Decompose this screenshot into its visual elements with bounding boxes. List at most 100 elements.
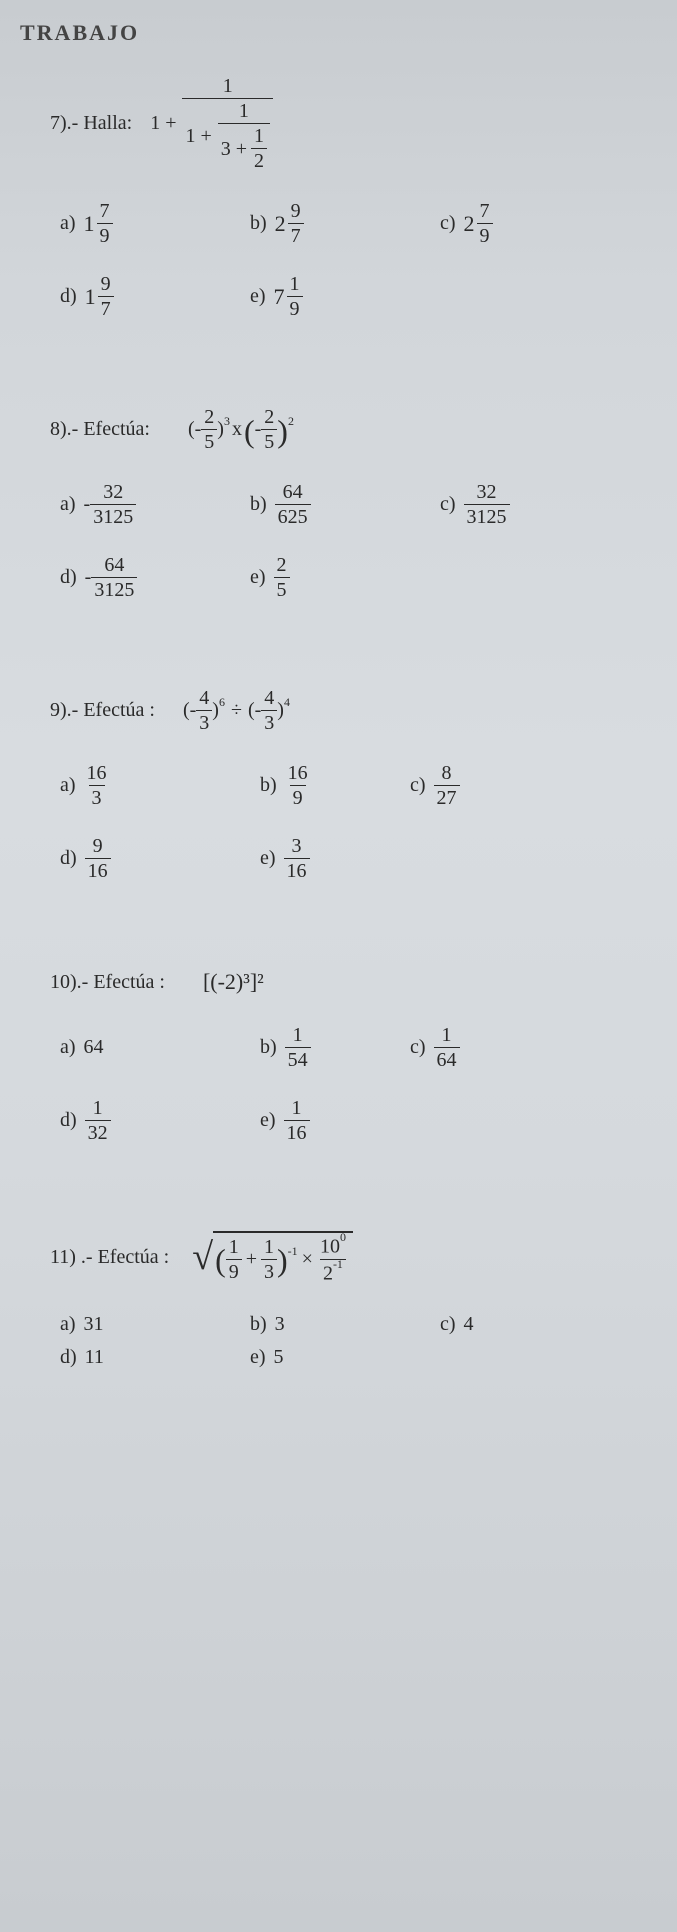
p8-answers: a) - 323125 b) 64625 c) 323125 d) - 6431… xyxy=(50,482,647,628)
p11-ans-b: b) 3 xyxy=(250,1313,440,1336)
p8-a-label: a) xyxy=(60,493,76,516)
p9-e-d: 16 xyxy=(284,858,310,881)
p11-d3: 2 xyxy=(323,1262,333,1284)
p8-c-d: 3125 xyxy=(464,504,510,527)
p8-b-label: b) xyxy=(250,493,267,516)
problem-11-statement: 11) .- Efectúa : √ ( 19 + 13 ) -1 × 100 … xyxy=(50,1231,647,1283)
p8-e2: 2 xyxy=(288,414,294,429)
p8-lp: ( xyxy=(244,419,255,445)
p7-a-label: a) xyxy=(60,212,76,235)
p8-d-sign: - xyxy=(85,566,92,589)
p10-ans-c: c) 164 xyxy=(410,1025,560,1070)
p10-a-t: 64 xyxy=(84,1036,104,1059)
p11-e-t: 5 xyxy=(274,1346,284,1369)
p8-d-n: 64 xyxy=(101,555,127,577)
p8-ans-e: e) 25 xyxy=(250,555,440,600)
p10-d-n: 1 xyxy=(90,1098,106,1120)
p8-d2: 5 xyxy=(261,429,277,452)
p10-expr: [(-2)³]² xyxy=(203,969,264,995)
p9-expr: (- 43 ) 6 ÷ (- 43 ) 4 xyxy=(183,688,290,733)
p9-d-label: d) xyxy=(60,847,77,870)
p8-ans-a: a) - 323125 xyxy=(60,482,250,527)
problem-8-statement: 8).- Efectúa: (- 25 ) 3 x ( - 25 ) 2 xyxy=(50,407,647,452)
p10-b-label: b) xyxy=(260,1036,277,1059)
p8-e1: 3 xyxy=(224,414,230,429)
p9-ans-c: c) 827 xyxy=(410,763,560,808)
p11-exp1: -1 xyxy=(288,1244,298,1259)
p10-e-label: e) xyxy=(260,1109,276,1132)
p9-b-n: 16 xyxy=(285,763,311,785)
p10-a-label: a) xyxy=(60,1036,76,1059)
p7-ans-b: b) 2 97 xyxy=(250,201,440,246)
p7-a-n: 7 xyxy=(97,201,113,223)
p11-a-label: a) xyxy=(60,1313,76,1336)
p9-rp: ) xyxy=(212,699,219,722)
p7-e-n: 1 xyxy=(287,274,303,296)
p11-b-t: 3 xyxy=(275,1313,285,1336)
p9-d2: 3 xyxy=(261,710,277,733)
p8-a-d: 3125 xyxy=(90,504,136,527)
p11-d-label: d) xyxy=(60,1346,77,1369)
p10-e-n: 1 xyxy=(289,1098,305,1120)
p8-expr: (- 25 ) 3 x ( - 25 ) 2 xyxy=(188,407,294,452)
p11-e3: 0 xyxy=(340,1230,346,1244)
p7-d-d: 7 xyxy=(98,296,114,319)
p7-cfrac-n2: 1 xyxy=(236,101,252,123)
p7-cfrac-d1a: 1 + xyxy=(185,126,211,146)
p7-ans-c: c) 2 79 xyxy=(440,201,630,246)
p8-b-d: 625 xyxy=(275,504,311,527)
sqrt-icon: √ xyxy=(192,1244,213,1271)
p8-p1: ) xyxy=(217,418,224,441)
p9-e-label: e) xyxy=(260,847,276,870)
p7-cfrac-d2a: 3 + xyxy=(221,139,247,159)
p7-ans-d: d) 1 97 xyxy=(60,274,250,319)
p9-a-label: a) xyxy=(60,774,76,797)
p9-b-d: 9 xyxy=(290,785,306,808)
problem-7-statement: 7).- Halla: 1 + 1 1 + 1 3 + xyxy=(50,76,647,171)
p7-cfrac: 1 1 + 1 3 + 1 2 xyxy=(182,76,273,171)
problem-9-statement: 9).- Efectúa : (- 43 ) 6 ÷ (- 43 ) 4 xyxy=(50,688,647,733)
p11-rp: ) xyxy=(277,1248,288,1274)
problem-11-num: 11) .- Efectúa : xyxy=(50,1246,169,1269)
p8-neg2: - xyxy=(255,418,262,441)
p10-c-d: 64 xyxy=(434,1047,460,1070)
p7-e-d: 9 xyxy=(287,296,303,319)
p7-cfrac-d3: 2 xyxy=(251,148,267,171)
p8-rp: ) xyxy=(277,419,288,445)
p7-cfrac-n3: 1 xyxy=(251,126,267,148)
p9-e1: 6 xyxy=(219,695,225,710)
p11-n1: 1 xyxy=(226,1237,242,1259)
p7-a-d: 9 xyxy=(97,223,113,246)
p8-d-d: 3125 xyxy=(91,577,137,600)
p7-b-label: b) xyxy=(250,212,267,235)
p9-div: ÷ xyxy=(231,699,242,722)
p7-b-n: 9 xyxy=(288,201,304,223)
p11-c-label: c) xyxy=(440,1313,456,1336)
p10-ans-a: a) 64 xyxy=(60,1025,260,1070)
problem-9-num: 9).- Efectúa : xyxy=(50,699,155,722)
p10-ans-d: d) 132 xyxy=(60,1098,260,1143)
p9-n2: 4 xyxy=(261,688,277,710)
p11-answers: a) 31 b) 3 c) 4 d) 11 e) 5 xyxy=(50,1313,647,1379)
p7-e-whole: 7 xyxy=(274,284,285,310)
problem-10: 10).- Efectúa : [(-2)³]² a) 64 b) 154 c)… xyxy=(50,969,647,1171)
problem-8: 8).- Efectúa: (- 25 ) 3 x ( - 25 ) 2 a) … xyxy=(50,407,647,628)
problem-11: 11) .- Efectúa : √ ( 19 + 13 ) -1 × 100 … xyxy=(50,1231,647,1379)
p9-lp: (- xyxy=(183,699,196,722)
p7-d-whole: 1 xyxy=(85,284,96,310)
p11-ans-d: d) 11 xyxy=(60,1346,250,1369)
p11-ans-c: c) 4 xyxy=(440,1313,630,1336)
p11-e4: -1 xyxy=(333,1257,343,1271)
p10-b-n: 1 xyxy=(290,1025,306,1047)
p9-a-d: 3 xyxy=(89,785,105,808)
p7-ans-a: a) 1 79 xyxy=(60,201,250,246)
p10-d-d: 32 xyxy=(85,1120,111,1143)
p8-c-n: 32 xyxy=(474,482,500,504)
p9-c-d: 27 xyxy=(434,785,460,808)
p7-c-whole: 2 xyxy=(464,211,475,237)
p7-answers: a) 1 79 b) 2 97 c) 2 79 d) 1 97 e) 7 1 xyxy=(50,201,647,347)
p9-a-n: 16 xyxy=(84,763,110,785)
p7-c-n: 7 xyxy=(477,201,493,223)
p11-a-t: 31 xyxy=(84,1313,104,1336)
p10-e-d: 16 xyxy=(284,1120,310,1143)
